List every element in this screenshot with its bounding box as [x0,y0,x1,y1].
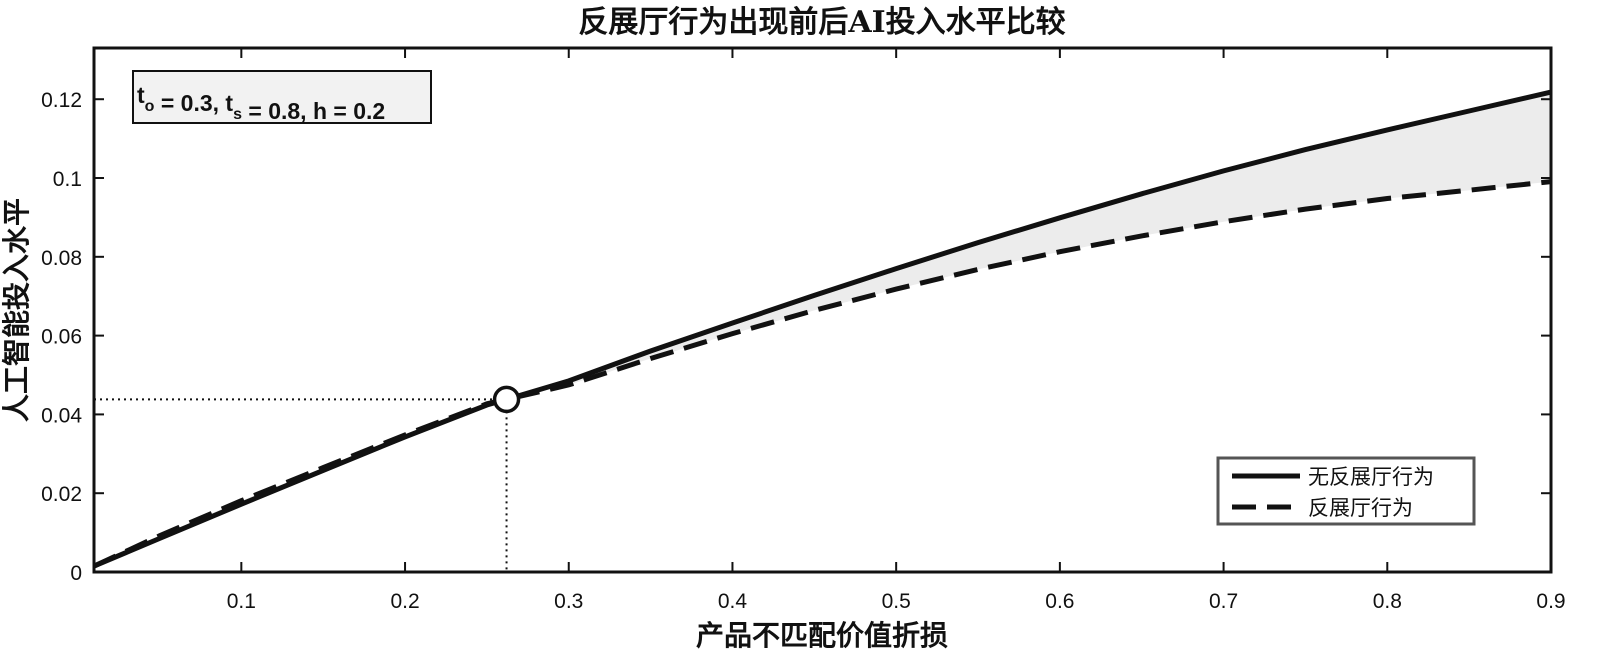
y-tick-label: 0 [70,562,82,585]
legend: 无反展厅行为 反展厅行为 [1218,458,1474,524]
legend-label-without-showrooming: 无反展厅行为 [1308,465,1434,489]
x-axis-label: 产品不匹配价值折损 [696,619,948,652]
y-tick-label: 0.08 [41,247,82,270]
y-tick-label: 0.1 [53,168,82,191]
x-tick-label: 0.3 [554,590,583,613]
x-tick-label: 0.8 [1373,590,1402,613]
x-tick-label: 0.2 [390,590,419,613]
y-tick-label: 0.04 [41,404,82,427]
y-tick-label: 0.06 [41,326,82,349]
intersection-guides [94,399,507,572]
x-tick-label: 0.5 [882,590,911,613]
x-tick-label: 0.4 [718,590,748,613]
intersection-marker [495,387,519,411]
x-tick-label: 0.9 [1536,590,1565,613]
y-tick-label: 0.02 [41,483,82,506]
x-tick-label: 0.7 [1209,590,1238,613]
chart-title: 反展厅行为出现前后AI投入水平比较 [578,5,1065,40]
y-tick-label: 0.12 [41,89,82,112]
parameter-annotation: to = 0.3, ts = 0.8, h = 0.2 [133,71,431,124]
legend-label-with-showrooming: 反展厅行为 [1308,496,1413,520]
x-tick-label: 0.6 [1045,590,1074,613]
y-axis-label: 人工智能投入水平 [0,198,33,422]
x-tick-label: 0.1 [227,590,256,613]
